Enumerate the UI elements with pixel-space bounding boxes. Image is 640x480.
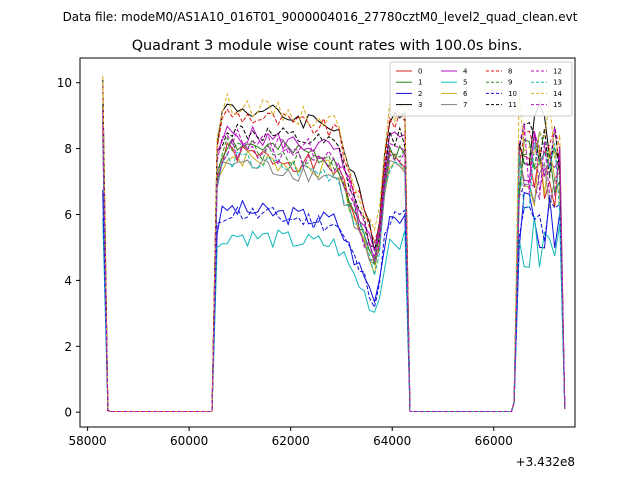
series-line-11 bbox=[102, 104, 566, 412]
legend-label: 1 bbox=[418, 79, 422, 87]
legend-label: 4 bbox=[463, 68, 468, 76]
series-line-5 bbox=[102, 215, 566, 412]
series-line-8 bbox=[102, 86, 566, 412]
figure-suptitle: Data file: modeM0/AS1A10_016T01_90000040… bbox=[63, 10, 578, 24]
x-tick-label: 58000 bbox=[69, 434, 107, 448]
y-tick-label: 6 bbox=[64, 208, 72, 222]
series-line-10 bbox=[102, 193, 566, 412]
series-line-1 bbox=[102, 118, 566, 412]
legend-label: 2 bbox=[418, 90, 422, 98]
x-tick-label: 60000 bbox=[170, 434, 208, 448]
y-tick-label: 2 bbox=[64, 340, 72, 354]
legend-label: 7 bbox=[463, 101, 467, 109]
plot-frame bbox=[79, 57, 576, 428]
legend-label: 13 bbox=[553, 79, 562, 87]
x-tick-label: 66000 bbox=[475, 434, 513, 448]
y-axis: 0 2 4 6 8 10 bbox=[57, 76, 80, 420]
y-tick-label: 4 bbox=[64, 274, 72, 288]
x-tick-label: 64000 bbox=[373, 434, 411, 448]
y-tick-label: 8 bbox=[64, 142, 72, 156]
x-axis: 58000 60000 62000 64000 66000 bbox=[69, 427, 513, 448]
series-layer bbox=[102, 76, 566, 412]
legend-label: 10 bbox=[508, 90, 517, 98]
legend-label: 6 bbox=[463, 90, 468, 98]
series-line-7 bbox=[102, 140, 566, 412]
series-line-2 bbox=[102, 189, 566, 412]
chart-title: Quadrant 3 module wise count rates with … bbox=[132, 38, 523, 54]
y-tick-label: 0 bbox=[64, 406, 72, 420]
x-tick-label: 62000 bbox=[272, 434, 310, 448]
series-line-14 bbox=[102, 76, 566, 412]
legend-label: 9 bbox=[508, 79, 512, 87]
series-line-4 bbox=[102, 108, 566, 412]
legend-label: 12 bbox=[553, 68, 562, 76]
series-line-15 bbox=[102, 125, 566, 412]
series-line-3 bbox=[102, 79, 566, 412]
legend-label: 8 bbox=[508, 68, 512, 76]
legend-label: 14 bbox=[553, 90, 562, 98]
x-offset-label: +3.432e8 bbox=[516, 455, 575, 469]
series-line-12 bbox=[102, 111, 566, 412]
y-tick-label: 10 bbox=[57, 76, 72, 90]
legend-label: 11 bbox=[508, 101, 517, 109]
series-line-0 bbox=[102, 129, 566, 412]
series-line-9 bbox=[102, 122, 566, 412]
legend-label: 15 bbox=[553, 101, 562, 109]
legend-label: 0 bbox=[418, 68, 422, 76]
legend-label: 5 bbox=[463, 79, 467, 87]
legend-box bbox=[389, 61, 573, 117]
legend-label: 3 bbox=[418, 101, 422, 109]
